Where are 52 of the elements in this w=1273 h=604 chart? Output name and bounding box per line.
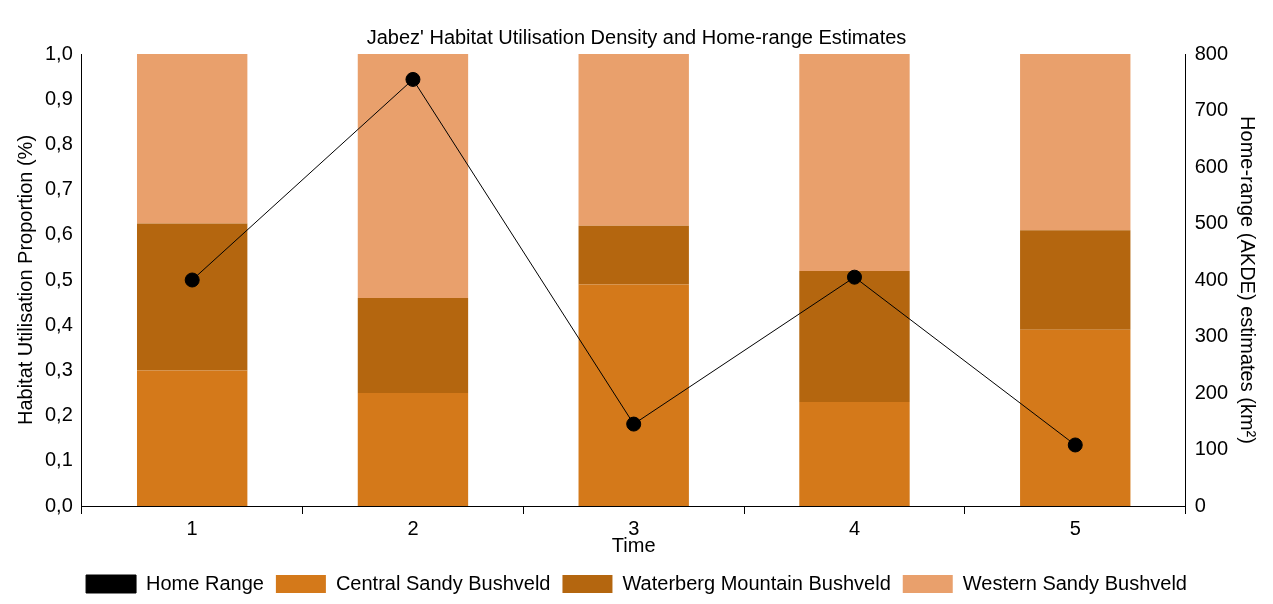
- point: [846, 269, 862, 285]
- y-tick-label: 0,8: [44, 131, 73, 154]
- y-tick-label: 0,2: [44, 403, 73, 426]
- y2-tick-label: 500: [1194, 211, 1229, 234]
- y-tick-label: 0,9: [44, 86, 73, 109]
- point: [1067, 437, 1083, 453]
- y-tick-label: 0,3: [44, 357, 73, 380]
- bar: [136, 370, 248, 506]
- y-tick-label: 0,4: [44, 312, 73, 335]
- bar: [578, 54, 689, 226]
- bar: [799, 402, 910, 506]
- bar: [357, 393, 469, 506]
- legend-label: Western Sandy Bushveld: [962, 571, 1187, 594]
- y2-tick-label: 100: [1194, 437, 1229, 460]
- y2-tick-label: 600: [1194, 154, 1229, 177]
- point: [405, 71, 421, 87]
- bar: [799, 54, 910, 271]
- x-tick-label: 3: [628, 516, 640, 539]
- y-tick-label: 0,7: [44, 177, 73, 200]
- legend-label: Home Range: [146, 571, 264, 594]
- bar: [357, 298, 469, 393]
- y2-axis-title: Home-range (AKDE) estimates (km²): [1237, 116, 1260, 444]
- bar: [136, 223, 248, 371]
- y-tick-label: 0,1: [44, 448, 73, 471]
- point: [626, 416, 642, 432]
- bar: [1020, 329, 1131, 506]
- bar: [799, 270, 910, 403]
- y2-tick-label: 0: [1194, 493, 1206, 516]
- x-tick-label: 4: [848, 516, 861, 539]
- bar: [1020, 230, 1131, 330]
- y2-tick-label: 300: [1194, 324, 1229, 347]
- bar: [1020, 54, 1131, 231]
- legend-label: Central Sandy Bushveld: [335, 571, 551, 594]
- y2-tick-label: 200: [1194, 380, 1229, 403]
- bar: [136, 54, 248, 224]
- bar: [578, 225, 689, 285]
- x-tick-label: 2: [407, 516, 419, 539]
- y-tick-label: 0,5: [44, 267, 73, 290]
- y2-tick-label: 400: [1194, 267, 1229, 290]
- y-tick-label: 0,6: [44, 222, 73, 245]
- bar: [578, 284, 689, 506]
- point: [184, 272, 200, 288]
- y2-tick-label: 700: [1194, 98, 1229, 121]
- x-tick-label: 1: [186, 516, 198, 539]
- y-tick-label: 1,0: [44, 41, 73, 64]
- y2-tick-label: 800: [1194, 41, 1229, 64]
- chart-title: Jabez' Habitat Utilisation Density and Home-range Estimates: [366, 25, 907, 48]
- x-tick-label: 5: [1069, 516, 1081, 539]
- legend-label: Waterberg Mountain Bushveld: [622, 571, 891, 594]
- y-axis-title: Habitat Utilisation Proportion (%): [13, 134, 36, 426]
- bar: [357, 54, 469, 299]
- y-tick-label: 0,0: [44, 493, 73, 516]
